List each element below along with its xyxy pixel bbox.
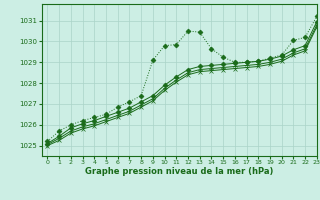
X-axis label: Graphe pression niveau de la mer (hPa): Graphe pression niveau de la mer (hPa) <box>85 167 273 176</box>
